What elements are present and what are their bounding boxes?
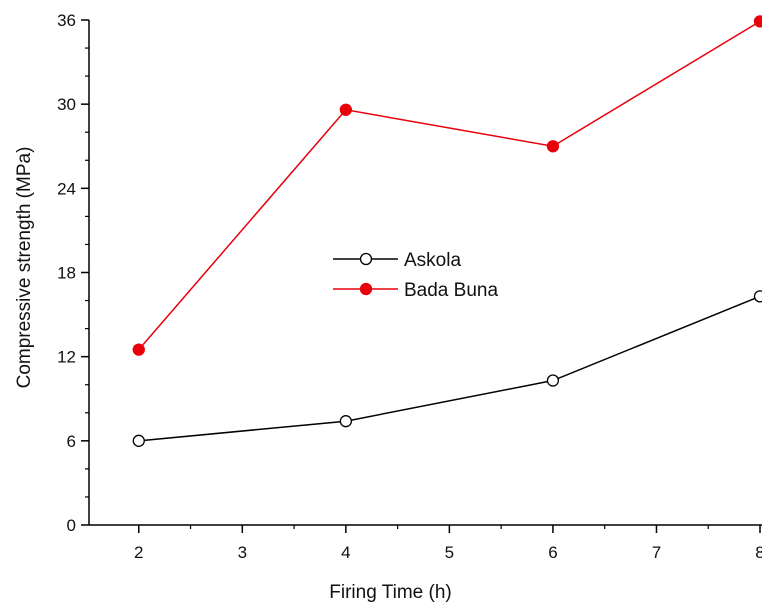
legend-label: Askola (404, 250, 461, 271)
legend: Askola Bada Buna (333, 250, 498, 301)
x-tick-label: 2 (134, 543, 143, 562)
y-tick-label: 0 (67, 516, 76, 535)
axes (88, 20, 762, 526)
y-tick-label: 24 (57, 179, 76, 198)
x-tick-label: 8 (755, 543, 762, 562)
y-axis-title: Compressive strength (MPa) (14, 147, 35, 389)
data-point-bada-buna (132, 343, 145, 356)
series (132, 15, 762, 447)
legend-item-askola: Askola (333, 250, 461, 271)
x-axis-title: Firing Time (h) (329, 582, 451, 603)
y-tick-label: 36 (57, 11, 76, 30)
legend-marker (359, 282, 373, 296)
series-bada-buna (132, 15, 762, 356)
y-tick-label: 12 (57, 348, 76, 367)
y-tick-label: 18 (57, 264, 76, 283)
data-point-askola (132, 434, 145, 447)
series-line-askola (138, 295, 761, 442)
data-point-askola (753, 290, 762, 303)
x-tick-label: 5 (445, 543, 454, 562)
x-tick-label: 3 (238, 543, 247, 562)
x-tick-label: 7 (652, 543, 661, 562)
series-askola (132, 290, 762, 447)
data-point-bada-buna (753, 15, 762, 28)
legend-label: Bada Buna (404, 280, 498, 301)
y-tick-label: 30 (57, 95, 76, 114)
data-point-askola (546, 374, 560, 387)
y-tick-label: 6 (67, 432, 76, 451)
x-tick-label: 6 (548, 543, 557, 562)
data-point-bada-buna (546, 140, 560, 153)
legend-item-bada-buna: Bada Buna (333, 280, 498, 301)
data-point-bada-buna (339, 103, 352, 116)
data-point-askola (339, 415, 352, 428)
ticks: 0 6 12 18 24 30 36 2 3 4 5 6 7 8 (57, 11, 762, 562)
x-tick-label: 4 (341, 543, 350, 562)
series-line-bada-buna (138, 20, 761, 351)
legend-marker (359, 252, 373, 266)
